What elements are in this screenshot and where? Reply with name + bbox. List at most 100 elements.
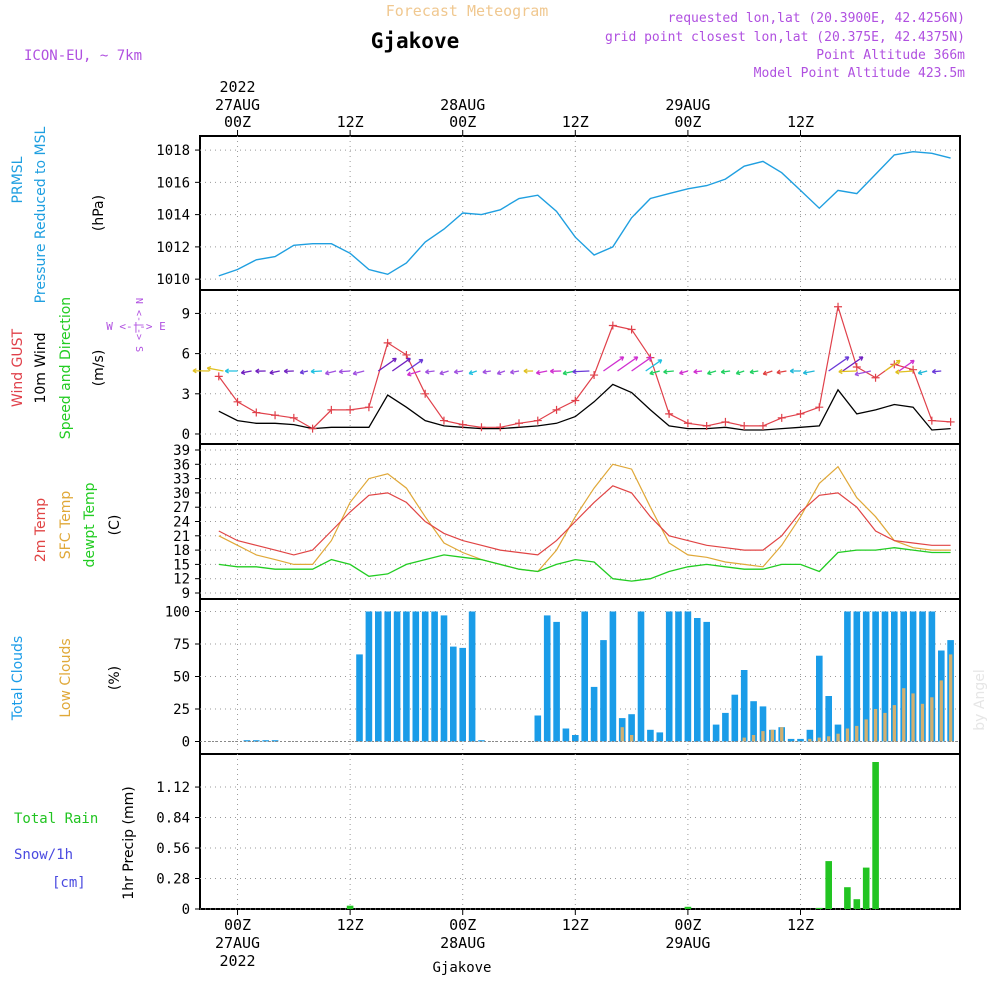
- temp-ytick-label: 24: [173, 515, 190, 531]
- low-cloud-bar: [808, 738, 812, 742]
- sfc-temp-line: [218, 463, 951, 573]
- total-cloud-bar: [628, 714, 635, 742]
- total-cloud-bar: [656, 732, 664, 742]
- total-cloud-bar: [740, 670, 748, 742]
- total-cloud-bar: [891, 611, 898, 742]
- rain-bar: [862, 867, 870, 909]
- gust-marker: [346, 405, 355, 414]
- point-altitude: Point Altitude 366m: [816, 48, 965, 63]
- clouds-ytick-label: 50: [173, 670, 190, 686]
- wind-direction-arrow: [453, 369, 463, 375]
- wind-direction-arrow: [854, 370, 872, 377]
- wind-direction-arrow: [884, 359, 901, 372]
- precip-unit: 1hr Precip (mm): [121, 786, 137, 899]
- precip-ytick-label: 0.56: [156, 841, 190, 857]
- low-cloud-bar: [742, 737, 746, 742]
- top-time-hour: 00Z: [449, 113, 476, 131]
- wind-direction-arrow: [377, 357, 397, 372]
- temp-ytick-label: 30: [173, 486, 190, 502]
- clouds-ytick-label: 25: [173, 702, 190, 718]
- total-cloud-bar: [600, 640, 607, 742]
- total-cloud-bar: [637, 611, 645, 742]
- total-cloud-bar: [572, 735, 579, 742]
- wind-direction-arrow: [931, 368, 942, 375]
- wind-direction-arrow: [802, 369, 815, 376]
- watermark: by Angel: [972, 669, 988, 730]
- bottom-time-day: 29AUG: [665, 934, 710, 952]
- low-cloud-bar: [930, 697, 934, 742]
- total-cloud-bar: [253, 740, 260, 742]
- wind-direction-arrow: [631, 356, 652, 372]
- low-clouds-label: Low Clouds: [58, 638, 74, 717]
- wind-direction-arrow: [706, 370, 717, 376]
- total-cloud-bar: [750, 701, 757, 742]
- wind-direction-arrow: [663, 369, 674, 375]
- wind-direction-arrow: [468, 370, 477, 376]
- bottom-time-hour: 00Z: [674, 916, 701, 934]
- wind-direction-arrow: [206, 366, 224, 372]
- pressure-ytick-label: 1014: [156, 208, 190, 224]
- low-cloud-bar: [620, 727, 624, 742]
- wind-direction-arrow: [572, 368, 590, 375]
- wind-direction-arrow: [749, 369, 759, 375]
- bottom-time-year: 2022: [219, 952, 255, 970]
- wind-direction-arrow: [828, 356, 850, 372]
- low-cloud-bar: [817, 737, 821, 742]
- grid-point-coords: grid point closest lon,lat (20.375E, 42.…: [605, 30, 965, 45]
- clouds-unit: (%): [107, 666, 123, 690]
- total-cloud-bar: [365, 611, 373, 742]
- dewpoint-line: [218, 547, 951, 582]
- wind-direction-arrow: [324, 370, 337, 376]
- gust-marker: [383, 338, 392, 347]
- model-altitude: Model Point Altitude 423.5m: [754, 66, 965, 81]
- rain-bar: [346, 905, 354, 909]
- rain-bar: [684, 906, 692, 909]
- gust-marker: [834, 302, 843, 311]
- gust-marker: [758, 421, 767, 430]
- gust-marker: [852, 363, 861, 371]
- total-cloud-bar: [731, 694, 739, 742]
- gust-marker: [533, 416, 542, 425]
- total-cloud-bar: [431, 611, 438, 742]
- gust-marker: [308, 424, 317, 433]
- wind-direction-arrow: [523, 368, 534, 374]
- low-cloud-bar: [939, 680, 943, 742]
- gust-marker: [515, 419, 524, 428]
- wind-speed-line: [218, 383, 951, 431]
- top-time-hour: 00Z: [674, 113, 701, 131]
- sfc-label: SFC Temp: [58, 491, 74, 560]
- snow-unit-label: [cm]: [52, 875, 86, 891]
- precip-ytick-label: 0.28: [156, 872, 190, 888]
- top-time-hour: 00Z: [224, 113, 251, 131]
- rain-bar: [844, 887, 851, 909]
- wind-direction-arrow: [735, 370, 745, 376]
- total-cloud-bar: [581, 611, 588, 742]
- gust-marker: [402, 350, 411, 359]
- total-cloud-bar: [534, 715, 542, 742]
- top-time-hour: 12Z: [787, 113, 814, 131]
- low-cloud-bar: [780, 727, 784, 742]
- total-cloud-bar: [403, 611, 410, 742]
- total-cloud-bar: [271, 740, 279, 742]
- precip-ytick-label: 1.12: [156, 780, 190, 796]
- bottom-time-day: 27AUG: [215, 934, 260, 952]
- low-cloud-bar: [751, 735, 756, 742]
- low-cloud-bar: [827, 736, 831, 742]
- compass-we: W <-|-> E: [106, 320, 166, 333]
- wind-direction-arrow: [679, 370, 689, 376]
- wind-direction-arrow: [898, 359, 915, 372]
- t2m-label: 2m Temp: [33, 498, 49, 562]
- wind-direction-arrow: [496, 370, 506, 376]
- wind-direction-arrow: [269, 369, 280, 375]
- gust-marker: [214, 372, 223, 381]
- total-cloud-bar: [759, 706, 767, 742]
- total-cloud-bar: [590, 686, 598, 742]
- precip-ytick-label: 0.84: [156, 811, 190, 827]
- low-cloud-bar: [911, 693, 915, 742]
- wind-direction-arrow: [439, 370, 449, 376]
- wind-direction-arrow: [720, 369, 731, 375]
- total-cloud-bar: [553, 621, 560, 742]
- wind-direction-arrow: [240, 369, 252, 375]
- total-cloud-bar: [384, 611, 391, 742]
- gust-marker: [927, 416, 936, 425]
